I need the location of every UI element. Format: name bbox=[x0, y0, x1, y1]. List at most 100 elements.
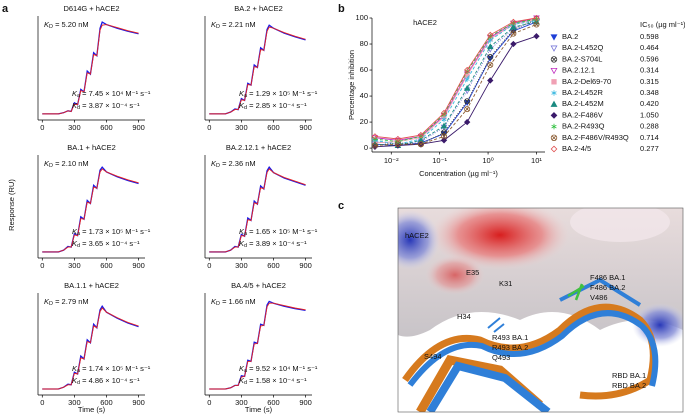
symbol: K bbox=[44, 297, 50, 306]
value-text: = 2.21 nM bbox=[220, 20, 256, 29]
data-point bbox=[533, 33, 540, 40]
kd-label: KD = 2.79 nM bbox=[44, 297, 89, 307]
x-tick-label: 300 bbox=[235, 123, 248, 132]
subscript: d bbox=[77, 380, 80, 386]
data-point bbox=[463, 84, 471, 91]
x-tick-label: 900 bbox=[132, 398, 145, 407]
kd-label: KD = 2.21 nM bbox=[211, 20, 256, 30]
data-point bbox=[371, 133, 379, 140]
chart-title: BA.1.1 + hACE2 bbox=[64, 281, 119, 290]
y-tick-label: 60 bbox=[360, 65, 368, 74]
legend-label: BA.2-L452M bbox=[562, 99, 604, 108]
legend-label: BA.2-R493Q bbox=[562, 122, 605, 131]
data-point bbox=[464, 106, 471, 113]
x-tick-label: 300 bbox=[235, 261, 248, 270]
sensorgram-line bbox=[209, 168, 306, 253]
x-tick-label: 300 bbox=[68, 261, 81, 270]
x-tick-label: 0 bbox=[40, 398, 44, 407]
y-axis-label: Percentage inhibition bbox=[347, 50, 356, 120]
x-tick-label: 10⁰ bbox=[482, 156, 493, 165]
value-text: = 1.66 nM bbox=[220, 297, 256, 306]
structure-label: Q493 bbox=[492, 353, 510, 362]
value-text: = 1.74 × 10⁵ M⁻¹ s⁻¹ bbox=[80, 364, 151, 373]
subscript: d bbox=[244, 105, 247, 111]
legend-marker bbox=[550, 100, 558, 107]
ic50-value: 0.714 bbox=[640, 133, 659, 142]
ic50-value: 0.420 bbox=[640, 99, 659, 108]
structure-label: RBD BA.2 bbox=[612, 381, 646, 390]
symbol: K bbox=[211, 159, 217, 168]
subscript: D bbox=[216, 163, 220, 169]
legend-marker bbox=[551, 90, 557, 96]
subscript: a bbox=[244, 368, 248, 374]
x-tick-label: 10⁻¹ bbox=[432, 156, 447, 165]
x-tick-label: 300 bbox=[68, 398, 81, 407]
symbol: K bbox=[72, 227, 78, 236]
data-point bbox=[440, 122, 448, 129]
sensorgram-line bbox=[42, 168, 139, 253]
x-tick-label: 0 bbox=[40, 261, 44, 270]
ka-label: Ka = 7.45 × 10⁴ M⁻¹ s⁻¹ bbox=[72, 89, 151, 99]
symbol: K bbox=[211, 20, 217, 29]
chart-title: BA.2 + hACE2 bbox=[234, 4, 283, 13]
kdis-label: Kd = 1.58 × 10⁻⁴ s⁻¹ bbox=[239, 376, 307, 386]
structure-label: R493 BA.1 bbox=[492, 333, 528, 342]
x-axis-label: Concentration (µg ml⁻¹) bbox=[419, 169, 498, 178]
legend-label: BA.2-L452Q bbox=[562, 43, 603, 52]
legend-marker bbox=[550, 112, 558, 119]
ic50-value: 0.348 bbox=[640, 88, 659, 97]
sensorgram-line bbox=[42, 24, 139, 115]
data-point bbox=[464, 118, 471, 126]
x-axis-label: Time (s) bbox=[78, 405, 106, 414]
image-frame bbox=[397, 207, 684, 413]
subscript: D bbox=[49, 24, 53, 30]
y-tick-label: 100 bbox=[355, 13, 368, 22]
symbol: K bbox=[72, 89, 78, 98]
ic50-value: 0.288 bbox=[640, 122, 659, 131]
symbol: K bbox=[72, 376, 78, 385]
chart-title: D614G + hACE2 bbox=[63, 4, 119, 13]
legend-label: BA.2-Del69-70 bbox=[562, 77, 611, 86]
subscript: d bbox=[77, 243, 80, 249]
subscript: D bbox=[216, 24, 220, 30]
fit-line bbox=[374, 21, 537, 146]
symbol: K bbox=[72, 239, 78, 248]
symbol: K bbox=[44, 159, 50, 168]
legend-label: BA.2-F486V bbox=[562, 110, 603, 119]
symbol: K bbox=[239, 89, 245, 98]
chart-title: BA.4/5 + hACE2 bbox=[231, 281, 286, 290]
kdis-label: Kd = 3.65 × 10⁻⁴ s⁻¹ bbox=[72, 239, 140, 249]
legend-marker bbox=[550, 45, 558, 52]
legend-label: BA.2.12.1 bbox=[562, 66, 595, 75]
symbol: K bbox=[239, 101, 245, 110]
ka-label: Ka = 1.73 × 10⁵ M⁻¹ s⁻¹ bbox=[72, 227, 151, 237]
value-text: = 4.86 × 10⁻⁴ s⁻¹ bbox=[80, 376, 140, 385]
symbol: K bbox=[239, 239, 245, 248]
y-tick-label: 80 bbox=[360, 39, 368, 48]
x-tick-label: 600 bbox=[267, 398, 280, 407]
value-text: = 1.65 × 10⁵ M⁻¹ s⁻¹ bbox=[247, 227, 318, 236]
ka-label: Ka = 1.29 × 10⁵ M⁻¹ s⁻¹ bbox=[239, 89, 318, 99]
value-text: = 7.45 × 10⁴ M⁻¹ s⁻¹ bbox=[80, 89, 151, 98]
symbol: K bbox=[44, 20, 50, 29]
data-point bbox=[533, 14, 540, 22]
legend-marker bbox=[551, 79, 557, 85]
symbol: K bbox=[239, 227, 245, 236]
subscript: D bbox=[216, 301, 220, 307]
x-tick-label: 0 bbox=[207, 398, 211, 407]
subscript: a bbox=[77, 368, 81, 374]
data-point bbox=[487, 77, 494, 84]
data-point bbox=[417, 131, 425, 139]
x-tick-label: 300 bbox=[235, 398, 248, 407]
symbol: K bbox=[211, 297, 217, 306]
subscript: d bbox=[244, 380, 247, 386]
sensorgram-line bbox=[209, 26, 306, 115]
data-point bbox=[510, 40, 517, 48]
value-text: = 1.58 × 10⁻⁴ s⁻¹ bbox=[247, 376, 307, 385]
x-tick-label: 600 bbox=[267, 261, 280, 270]
ka-label: Ka = 1.74 × 10⁵ M⁻¹ s⁻¹ bbox=[72, 364, 151, 374]
legend-label: BA.2-4/5 bbox=[562, 144, 591, 153]
value-text: = 1.29 × 10⁵ M⁻¹ s⁻¹ bbox=[247, 89, 318, 98]
structure-label: RBD BA.1 bbox=[612, 371, 646, 380]
kd-label: KD = 2.36 nM bbox=[211, 159, 256, 169]
